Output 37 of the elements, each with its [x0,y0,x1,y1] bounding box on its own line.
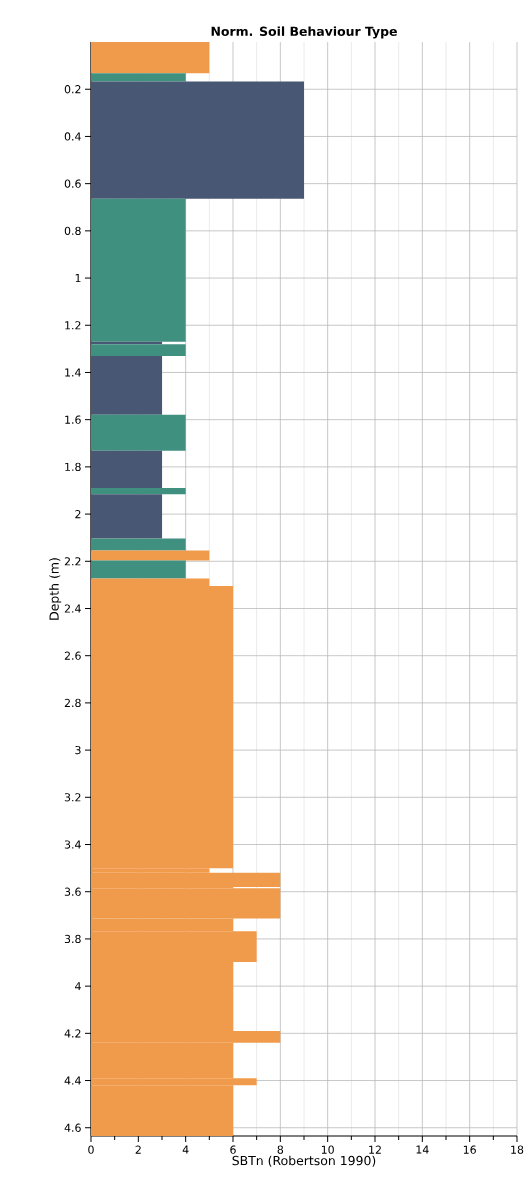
x-axis-title: SBTn (Robertson 1990) [232,1155,376,1167]
y-tick-label: 4.6 [64,1123,81,1132]
y-tick-label: 1.2 [65,321,81,330]
y-axis-title: Depth (m) [49,558,62,620]
x-tick-label: 10 [321,1145,334,1154]
x-tick-label: 4 [182,1145,189,1154]
x-tick-label: 18 [511,1145,524,1154]
y-tick-label: 1.4 [65,368,81,377]
x-tick-label: 6 [230,1145,236,1154]
x-tick-label: 16 [463,1145,476,1154]
y-tick-label: 1 [75,274,81,283]
bar [91,560,186,579]
x-tick-label: 0 [88,1145,94,1154]
x-tick-label: 8 [277,1145,284,1154]
y-tick-label: 0.2 [64,85,81,94]
y-tick-label: 0.8 [64,226,81,235]
y-tick-label: 4.4 [64,1076,81,1085]
y-tick-label: 3.6 [64,887,81,896]
y-tick-label: 3.2 [64,793,81,802]
y-tick-label: 0.6 [64,179,81,188]
y-tick-label: 3 [75,745,81,755]
y-tick-label: 2 [75,510,81,519]
x-tick-label: 2 [135,1145,141,1154]
x-tick-label: 12 [369,1145,381,1154]
y-tick-label: 1.6 [65,415,81,424]
y-tick-label: 2.4 [64,604,81,613]
x-tick-label: 14 [416,1145,429,1154]
chart-title: Norm. Soil Behaviour Type [211,26,397,39]
y-tick-label: 4 [75,982,81,991]
y-tick-label: 1.8 [65,462,81,472]
y-tick-label: 2.8 [64,698,81,708]
y-tick-label: 3.4 [64,840,81,849]
y-tick-label: 2.6 [64,651,81,660]
y-tick-label: 0.4 [64,132,81,141]
y-tick-label: 3.8 [64,934,81,944]
y-tick-label: 4.2 [64,1029,81,1038]
y-tick-label: 2.2 [64,557,81,566]
